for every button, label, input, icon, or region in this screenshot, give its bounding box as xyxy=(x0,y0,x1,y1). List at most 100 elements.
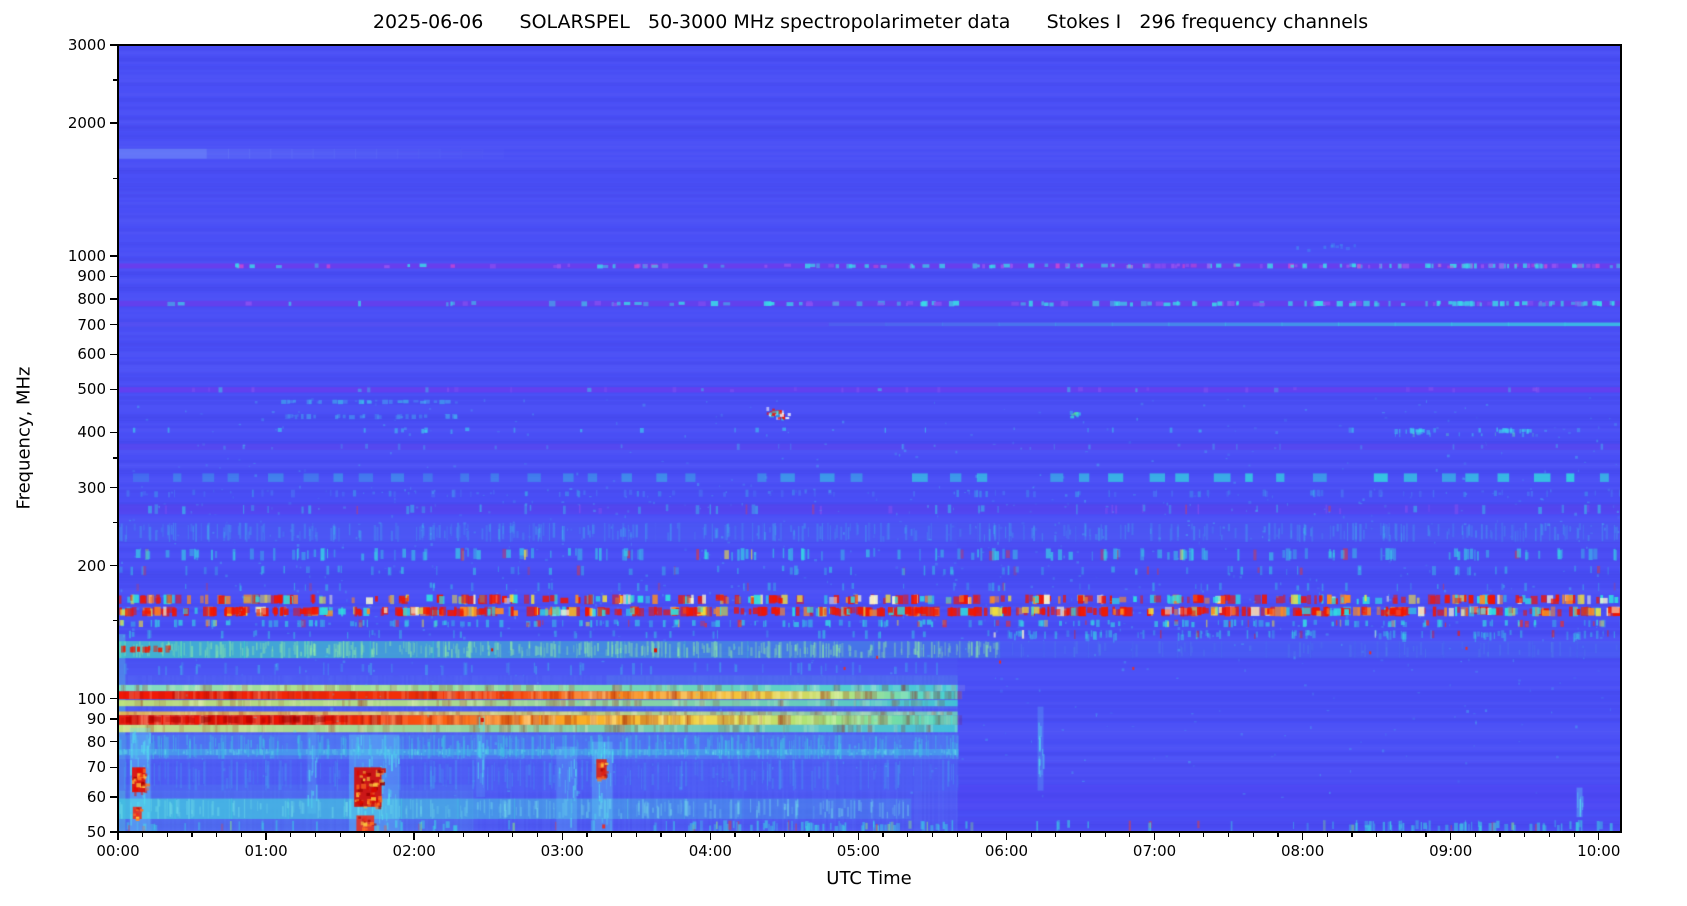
y-tick-label: 1000 xyxy=(67,247,106,266)
x-minor-tick xyxy=(1252,833,1254,837)
x-axis-label: UTC Time xyxy=(826,868,912,889)
spectrogram-canvas xyxy=(118,45,1621,832)
x-minor-tick xyxy=(462,833,465,837)
x-minor-tick xyxy=(1203,833,1205,837)
y-major-tick xyxy=(110,431,117,433)
x-minor-tick xyxy=(1351,833,1353,837)
x-tick-label: 03:00 xyxy=(540,842,584,860)
x-major-tick xyxy=(117,833,119,840)
y-major-tick xyxy=(110,255,117,257)
x-major-tick xyxy=(1450,833,1452,840)
x-minor-tick xyxy=(240,833,242,837)
y-major-tick xyxy=(110,766,117,768)
x-major-tick xyxy=(561,833,563,840)
x-tick-label: 10:00 xyxy=(1577,842,1621,860)
x-minor-tick xyxy=(1499,833,1501,837)
x-minor-tick xyxy=(783,833,785,837)
x-minor-tick xyxy=(536,833,539,837)
x-minor-tick xyxy=(759,833,761,837)
x-minor-tick xyxy=(586,833,588,837)
y-major-tick xyxy=(110,486,117,489)
x-minor-tick xyxy=(1524,833,1526,837)
x-minor-tick xyxy=(907,833,909,837)
y-tick-label: 800 xyxy=(77,290,106,309)
x-minor-tick xyxy=(339,833,341,837)
x-minor-tick xyxy=(1326,833,1328,837)
y-major-tick xyxy=(110,353,117,356)
x-minor-tick xyxy=(808,833,810,837)
x-minor-tick xyxy=(290,833,292,837)
y-major-tick xyxy=(110,718,117,720)
x-minor-tick xyxy=(1376,833,1378,837)
x-tick-label: 02:00 xyxy=(392,842,436,860)
x-minor-tick xyxy=(685,833,687,837)
x-minor-tick xyxy=(487,833,489,837)
y-tick-label: 90 xyxy=(86,710,106,729)
x-minor-tick xyxy=(931,833,934,837)
y-minor-tick xyxy=(113,522,117,524)
x-minor-tick xyxy=(438,833,440,837)
x-minor-tick xyxy=(1400,833,1402,837)
x-minor-tick xyxy=(314,833,317,837)
y-tick-label: 300 xyxy=(77,478,106,497)
x-minor-tick xyxy=(1425,833,1427,837)
x-tick-label: 04:00 xyxy=(688,842,732,860)
y-major-tick xyxy=(110,44,117,46)
y-minor-tick xyxy=(113,457,117,459)
x-major-tick xyxy=(857,833,860,840)
x-minor-tick xyxy=(216,833,218,837)
y-major-tick xyxy=(110,796,117,798)
x-minor-tick xyxy=(1129,833,1131,837)
x-minor-tick xyxy=(734,833,736,837)
x-minor-tick xyxy=(364,833,366,837)
x-minor-tick xyxy=(1079,833,1082,837)
y-axis-label: Frequency, MHz xyxy=(13,366,35,510)
y-tick-label: 500 xyxy=(77,380,106,399)
y-tick-label: 3000 xyxy=(67,36,106,54)
x-minor-tick xyxy=(1030,833,1032,837)
y-tick-label: 2000 xyxy=(67,113,106,132)
x-tick-label: 07:00 xyxy=(1132,842,1177,860)
x-minor-tick xyxy=(610,833,613,837)
x-major-tick xyxy=(1301,833,1304,840)
y-major-tick xyxy=(110,298,117,300)
x-minor-tick xyxy=(882,833,884,837)
y-tick-label: 50 xyxy=(86,823,106,841)
y-minor-tick xyxy=(113,177,117,179)
x-tick-label: 05:00 xyxy=(836,842,881,860)
x-minor-tick xyxy=(1277,833,1279,837)
x-tick-label: 08:00 xyxy=(1281,842,1325,860)
y-major-tick xyxy=(110,831,117,833)
x-tick-label: 06:00 xyxy=(984,842,1029,860)
x-minor-tick xyxy=(1055,833,1057,837)
y-major-tick xyxy=(110,324,117,326)
x-minor-tick xyxy=(1548,833,1551,837)
x-tick-label: 09:00 xyxy=(1429,842,1473,860)
x-minor-tick xyxy=(635,833,637,837)
x-major-tick xyxy=(1005,833,1008,840)
x-minor-tick xyxy=(1227,833,1230,837)
x-minor-tick xyxy=(191,833,193,837)
x-minor-tick xyxy=(1474,833,1476,837)
y-tick-label: 80 xyxy=(86,732,106,751)
x-tick-label: 01:00 xyxy=(244,842,288,860)
x-minor-tick xyxy=(956,833,958,837)
x-minor-tick xyxy=(1178,833,1180,837)
y-tick-label: 100 xyxy=(77,689,106,708)
y-major-tick xyxy=(110,275,117,278)
x-major-tick xyxy=(1153,833,1156,840)
y-major-tick xyxy=(110,122,117,124)
x-minor-tick xyxy=(512,833,514,837)
x-minor-tick xyxy=(388,833,391,837)
x-major-tick xyxy=(265,833,267,840)
y-tick-label: 600 xyxy=(77,345,106,364)
x-minor-tick xyxy=(166,833,168,837)
x-tick-label: 00:00 xyxy=(96,842,140,860)
x-minor-tick xyxy=(833,833,835,837)
y-tick-label: 200 xyxy=(77,556,106,575)
x-major-tick xyxy=(1598,833,1600,840)
chart-title: 2025-06-06 SOLARSPEL 50-3000 MHz spectro… xyxy=(372,11,1369,33)
x-minor-tick xyxy=(1104,833,1106,837)
y-major-tick xyxy=(110,740,117,743)
